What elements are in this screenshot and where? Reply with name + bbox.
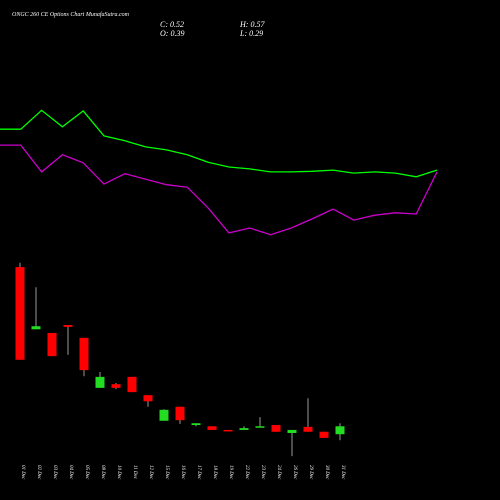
x-tick-label: 04 Dec xyxy=(68,465,73,480)
x-tick-label: 01 Dec xyxy=(20,465,25,480)
x-tick-label: 23 Dec xyxy=(260,465,265,480)
x-tick-label: 12 Dec xyxy=(148,465,153,480)
candle-body xyxy=(239,428,249,430)
low-label: L: 0.29 xyxy=(239,29,263,38)
candle-body xyxy=(31,326,41,330)
candle-body xyxy=(47,332,57,357)
x-tick-label: 08 Dec xyxy=(100,465,105,480)
x-tick-label: 19 Dec xyxy=(228,465,233,480)
x-tick-label: 24 Dec xyxy=(276,465,281,480)
x-tick-label: 17 Dec xyxy=(196,465,201,480)
candle-body xyxy=(335,426,345,435)
x-tick-label: 10 Dec xyxy=(116,465,121,480)
chart-title: ONGC 260 CE Options Chart MunafaSutra.co… xyxy=(12,11,130,18)
x-tick-label: 03 Dec xyxy=(52,465,57,480)
x-tick-label: 30 Dec xyxy=(324,465,329,480)
indicator-line xyxy=(0,109,438,178)
x-tick-label: 29 Dec xyxy=(308,465,313,480)
candle-body xyxy=(287,429,297,433)
x-tick-label: 15 Dec xyxy=(164,465,169,480)
x-tick-label: 05 Dec xyxy=(84,465,89,480)
x-tick-label: 26 Dec xyxy=(292,465,297,480)
x-tick-label: 02 Dec xyxy=(36,465,41,480)
candle-body xyxy=(143,395,153,402)
high-label: H: 0.57 xyxy=(239,20,265,29)
candle-body xyxy=(255,426,265,428)
candle-body xyxy=(63,325,73,327)
candle-body xyxy=(79,337,89,371)
x-tick-label: 31 Dec xyxy=(340,465,345,480)
candle-body xyxy=(271,425,281,432)
candle-body xyxy=(95,376,105,388)
candle-body xyxy=(15,267,25,360)
x-tick-label: 18 Dec xyxy=(212,465,217,480)
candle-body xyxy=(207,426,217,430)
candle-body xyxy=(223,429,233,432)
candle-body xyxy=(159,409,169,421)
x-tick-label: 16 Dec xyxy=(180,465,185,480)
candle-body xyxy=(191,423,201,426)
open-label: O: 0.39 xyxy=(160,29,184,38)
candle-body xyxy=(175,406,185,421)
x-tick-label: 11 Dec xyxy=(132,465,137,480)
candle-body xyxy=(111,384,121,388)
indicator-line xyxy=(0,144,438,236)
candle-body xyxy=(303,426,313,432)
close-label: C: 0.52 xyxy=(160,20,184,29)
candle-body xyxy=(319,431,329,438)
x-tick-label: 22 Dec xyxy=(244,465,249,480)
candle-body xyxy=(127,376,137,393)
